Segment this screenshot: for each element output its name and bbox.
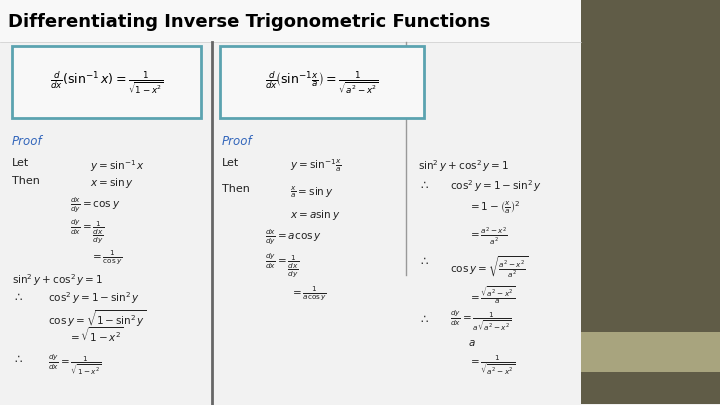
Text: $\sin^2 y + \cos^2 y = 1$: $\sin^2 y + \cos^2 y = 1$ bbox=[12, 272, 103, 288]
Text: $y = \sin^{-1}x$: $y = \sin^{-1}x$ bbox=[90, 158, 145, 174]
Bar bbox=[581, 372, 720, 404]
Text: $x = a\sin y$: $x = a\sin y$ bbox=[290, 208, 341, 222]
Text: $\therefore$: $\therefore$ bbox=[418, 178, 429, 191]
Text: $\cos^2 y = 1 - \sin^2 y$: $\cos^2 y = 1 - \sin^2 y$ bbox=[450, 178, 542, 194]
Text: $x = \sin y$: $x = \sin y$ bbox=[90, 176, 134, 190]
Text: Let: Let bbox=[12, 158, 30, 168]
Text: $y = \sin^{-1}\!\frac{x}{a}$: $y = \sin^{-1}\!\frac{x}{a}$ bbox=[290, 158, 341, 175]
Text: Then: Then bbox=[222, 184, 250, 194]
Text: $\frac{dy}{dx} = \frac{1}{\sqrt{1-x^2}}$: $\frac{dy}{dx} = \frac{1}{\sqrt{1-x^2}}$ bbox=[48, 352, 102, 377]
Text: $\cos y = \sqrt{1 - \sin^2 y}$: $\cos y = \sqrt{1 - \sin^2 y}$ bbox=[48, 308, 146, 328]
Text: $\cos^2 y = 1 - \sin^2 y$: $\cos^2 y = 1 - \sin^2 y$ bbox=[48, 290, 140, 306]
Text: Let: Let bbox=[222, 158, 239, 168]
Text: $\therefore$: $\therefore$ bbox=[418, 312, 429, 325]
Text: $\therefore$: $\therefore$ bbox=[418, 254, 429, 267]
Text: $\frac{d}{dx}(\sin^{-1}x) = \frac{1}{\sqrt{1-x^2}}$: $\frac{d}{dx}(\sin^{-1}x) = \frac{1}{\sq… bbox=[50, 69, 163, 95]
Text: $= \frac{\sqrt{a^2-x^2}}{a}$: $= \frac{\sqrt{a^2-x^2}}{a}$ bbox=[468, 284, 515, 306]
Text: $\frac{dy}{dx} = \frac{1}{\dfrac{dx}{dy}}$: $\frac{dy}{dx} = \frac{1}{\dfrac{dx}{dy}… bbox=[70, 218, 105, 246]
Text: $\frac{dx}{dy} = a\cos y$: $\frac{dx}{dy} = a\cos y$ bbox=[265, 228, 322, 247]
Text: $\frac{dy}{dx} = \frac{1}{a\sqrt{a^2-x^2}}$: $\frac{dy}{dx} = \frac{1}{a\sqrt{a^2-x^2… bbox=[450, 308, 512, 333]
Text: Then: Then bbox=[12, 176, 40, 186]
Text: $= \frac{1}{\cos y}$: $= \frac{1}{\cos y}$ bbox=[90, 248, 122, 266]
Bar bbox=[581, 0, 720, 332]
Text: $\frac{x}{a} = \sin y$: $\frac{x}{a} = \sin y$ bbox=[290, 184, 333, 200]
Text: $= \frac{a^2-x^2}{a^2}$: $= \frac{a^2-x^2}{a^2}$ bbox=[468, 226, 508, 247]
Bar bbox=[0, 0, 581, 405]
Text: $\sin^2 y + \cos^2 y = 1$: $\sin^2 y + \cos^2 y = 1$ bbox=[418, 158, 509, 174]
Bar bbox=[581, 332, 720, 372]
Text: $\cos y = \sqrt{\frac{a^2-x^2}{a^2}}$: $\cos y = \sqrt{\frac{a^2-x^2}{a^2}}$ bbox=[450, 254, 528, 279]
Text: $\therefore$: $\therefore$ bbox=[12, 352, 23, 365]
Text: Proof: Proof bbox=[12, 135, 42, 148]
Text: $\therefore$: $\therefore$ bbox=[12, 290, 23, 303]
Text: $= \sqrt{1 - x^2}$: $= \sqrt{1 - x^2}$ bbox=[68, 326, 124, 344]
Text: $= \frac{1}{\sqrt{a^2-x^2}}$: $= \frac{1}{\sqrt{a^2-x^2}}$ bbox=[468, 354, 515, 377]
Text: $a$: $a$ bbox=[468, 338, 476, 348]
Text: $= 1 - \left(\frac{x}{a}\right)^2$: $= 1 - \left(\frac{x}{a}\right)^2$ bbox=[468, 200, 521, 216]
Text: Differentiating Inverse Trigonometric Functions: Differentiating Inverse Trigonometric Fu… bbox=[8, 13, 490, 31]
Text: Proof: Proof bbox=[222, 135, 253, 148]
Text: $\frac{d}{dx}\!\left(\sin^{-1}\!\frac{x}{a}\right) = \frac{1}{\sqrt{a^2-x^2}}$: $\frac{d}{dx}\!\left(\sin^{-1}\!\frac{x}… bbox=[265, 69, 379, 95]
FancyBboxPatch shape bbox=[12, 46, 201, 118]
Bar bbox=[0, 0, 581, 42]
Text: $= \frac{1}{a\cos y}$: $= \frac{1}{a\cos y}$ bbox=[290, 284, 327, 302]
FancyBboxPatch shape bbox=[220, 46, 424, 118]
Text: $\frac{dy}{dx} = \frac{1}{\dfrac{dx}{dy}}$: $\frac{dy}{dx} = \frac{1}{\dfrac{dx}{dy}… bbox=[265, 252, 300, 280]
Text: $\frac{dx}{dy} = \cos y$: $\frac{dx}{dy} = \cos y$ bbox=[70, 196, 120, 215]
